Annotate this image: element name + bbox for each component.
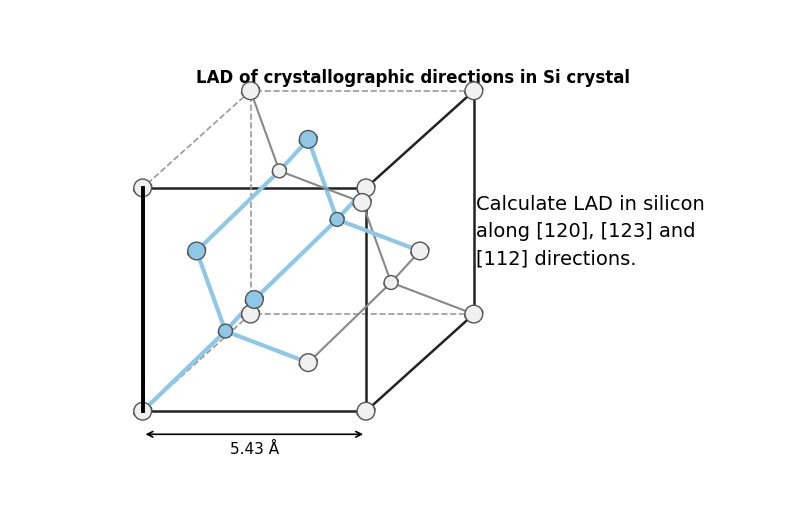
Circle shape <box>353 194 371 211</box>
Circle shape <box>336 221 341 226</box>
Circle shape <box>242 305 259 323</box>
Circle shape <box>464 90 471 96</box>
Circle shape <box>419 252 426 259</box>
Circle shape <box>473 315 480 321</box>
Circle shape <box>465 305 483 323</box>
Circle shape <box>272 164 287 178</box>
Circle shape <box>365 413 372 419</box>
Circle shape <box>249 292 255 298</box>
Circle shape <box>357 195 363 201</box>
Circle shape <box>275 165 280 170</box>
Circle shape <box>299 130 317 148</box>
Circle shape <box>137 404 143 410</box>
Circle shape <box>353 201 359 207</box>
Circle shape <box>299 354 317 372</box>
Circle shape <box>218 324 233 338</box>
Circle shape <box>386 276 391 281</box>
Circle shape <box>308 141 314 147</box>
Circle shape <box>191 243 197 249</box>
Circle shape <box>361 204 368 210</box>
Circle shape <box>390 283 395 288</box>
Circle shape <box>228 327 233 332</box>
Circle shape <box>242 90 247 96</box>
Circle shape <box>146 406 152 412</box>
Circle shape <box>245 83 251 89</box>
Circle shape <box>272 170 277 175</box>
Circle shape <box>137 180 143 187</box>
Circle shape <box>308 364 314 370</box>
Circle shape <box>200 246 206 252</box>
Circle shape <box>245 298 251 305</box>
Circle shape <box>303 132 309 138</box>
Circle shape <box>134 187 139 193</box>
Circle shape <box>340 215 345 221</box>
Circle shape <box>357 403 375 420</box>
Circle shape <box>473 92 480 98</box>
Circle shape <box>365 189 372 196</box>
Circle shape <box>242 313 247 319</box>
Circle shape <box>245 307 251 313</box>
Circle shape <box>357 179 375 197</box>
Circle shape <box>134 403 151 420</box>
Circle shape <box>218 330 223 335</box>
Circle shape <box>242 82 259 99</box>
Circle shape <box>477 309 483 315</box>
Circle shape <box>188 250 193 256</box>
Circle shape <box>188 242 205 260</box>
Circle shape <box>365 197 371 204</box>
Circle shape <box>423 246 429 252</box>
Circle shape <box>330 212 344 226</box>
Circle shape <box>299 361 305 368</box>
Circle shape <box>384 276 398 289</box>
Circle shape <box>411 250 417 256</box>
Circle shape <box>225 332 230 337</box>
Circle shape <box>221 325 226 330</box>
Circle shape <box>465 82 483 99</box>
Circle shape <box>357 187 363 193</box>
Circle shape <box>312 357 317 364</box>
Circle shape <box>411 242 429 260</box>
Circle shape <box>303 355 309 361</box>
Circle shape <box>142 413 148 419</box>
Circle shape <box>142 189 148 196</box>
Circle shape <box>384 281 389 286</box>
Circle shape <box>299 138 305 144</box>
Circle shape <box>469 83 474 89</box>
Circle shape <box>254 309 260 315</box>
Circle shape <box>415 243 420 249</box>
Circle shape <box>250 92 256 98</box>
Circle shape <box>369 406 375 412</box>
Circle shape <box>134 179 151 197</box>
Circle shape <box>312 134 317 140</box>
Circle shape <box>361 180 366 187</box>
Circle shape <box>369 183 375 189</box>
Circle shape <box>332 213 337 219</box>
Circle shape <box>357 410 363 416</box>
Text: 5.43 Å: 5.43 Å <box>229 442 279 457</box>
Circle shape <box>330 219 335 224</box>
Circle shape <box>469 307 474 313</box>
Text: Calculate LAD in silicon
along [120], [123] and
[112] directions.: Calculate LAD in silicon along [120], [1… <box>476 195 705 269</box>
Circle shape <box>258 295 263 301</box>
Circle shape <box>394 279 398 283</box>
Circle shape <box>254 301 260 307</box>
Circle shape <box>361 404 366 410</box>
Circle shape <box>250 315 256 321</box>
Circle shape <box>246 291 263 308</box>
Circle shape <box>282 167 287 172</box>
Circle shape <box>477 86 483 92</box>
Circle shape <box>464 313 471 319</box>
Circle shape <box>196 252 202 259</box>
Circle shape <box>146 183 152 189</box>
Circle shape <box>254 86 260 92</box>
Circle shape <box>134 410 139 416</box>
Circle shape <box>279 172 284 177</box>
Text: LAD of crystallographic directions in Si crystal: LAD of crystallographic directions in Si… <box>196 68 630 87</box>
